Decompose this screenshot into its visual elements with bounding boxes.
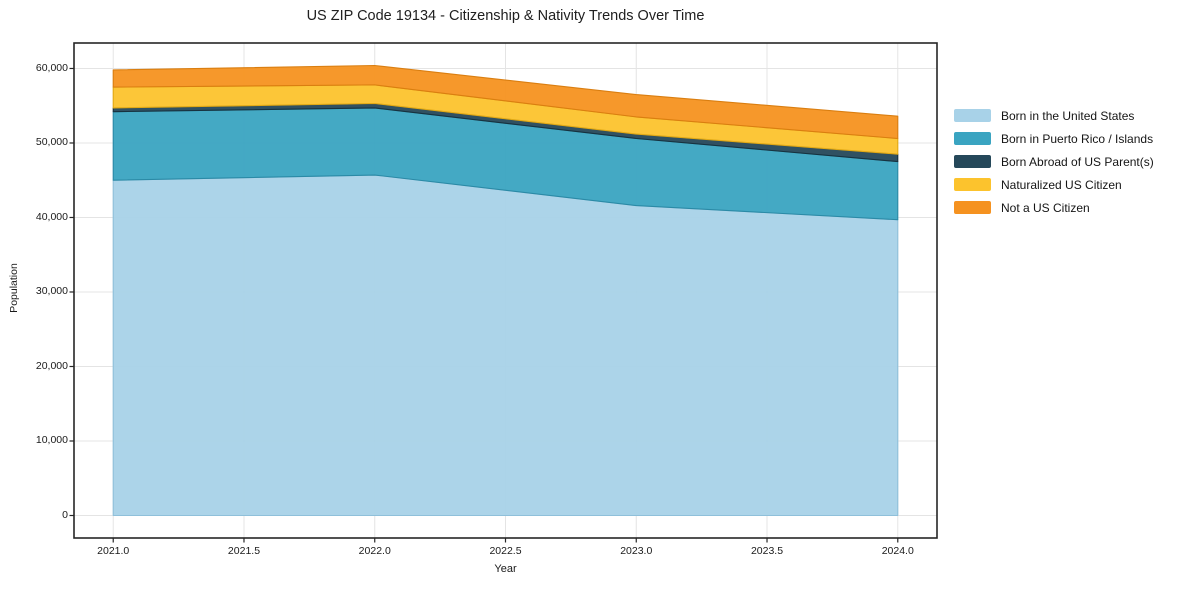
legend-label: Not a US Citizen: [1001, 200, 1090, 215]
legend-item-born-in-the-united-states: Born in the United States: [954, 104, 1154, 127]
legend-item-naturalized-us-citizen: Naturalized US Citizen: [954, 173, 1154, 196]
legend-swatch-icon: [954, 201, 991, 214]
legend-label: Born in the United States: [1001, 108, 1135, 123]
legend: Born in the United States Born in Puerto …: [954, 104, 1154, 219]
legend-item-born-abroad-of-us-parent-s: Born Abroad of US Parent(s): [954, 150, 1154, 173]
area-series-not-a-us-citizen: [112, 64, 899, 140]
legend-swatch-icon: [954, 132, 991, 145]
legend-swatch-icon: [954, 178, 991, 191]
legend-item-born-in-puerto-rico-islands: Born in Puerto Rico / Islands: [954, 127, 1154, 150]
chart-title: US ZIP Code 19134 - Citizenship & Nativi…: [306, 8, 705, 24]
legend-item-not-a-us-citizen: Not a US Citizen: [954, 196, 1154, 219]
legend-swatch-icon: [954, 109, 991, 122]
legend-label: Born Abroad of US Parent(s): [1001, 154, 1154, 169]
legend-swatch-icon: [954, 155, 991, 168]
legend-label: Naturalized US Citizen: [1001, 177, 1122, 192]
y-axis-label: Population: [8, 263, 20, 313]
legend-label: Born in Puerto Rico / Islands: [1001, 131, 1154, 146]
area-series-born-in-the-united-states: [112, 174, 899, 517]
x-axis-label: Year: [494, 563, 517, 575]
